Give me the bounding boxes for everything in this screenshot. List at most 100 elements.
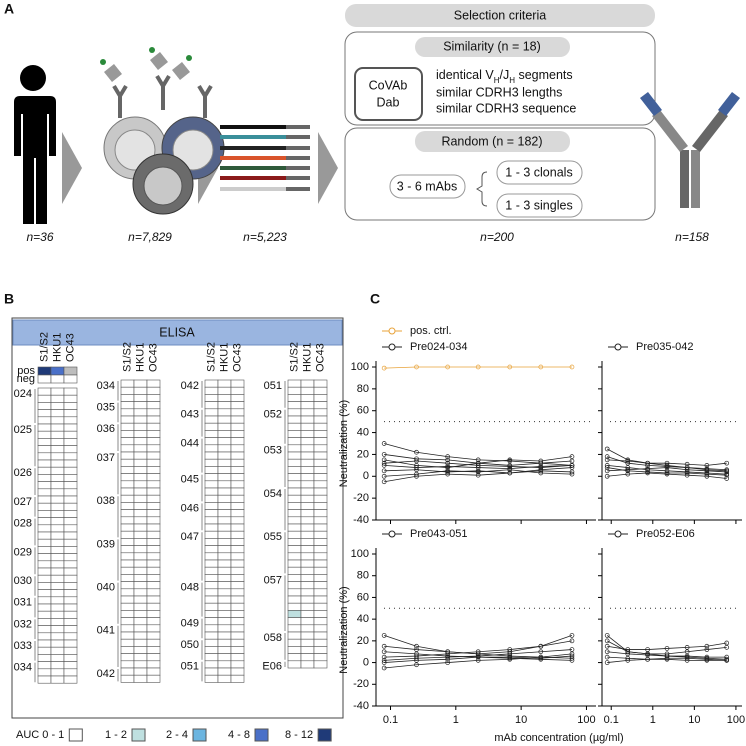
clonals-pill — [496, 160, 583, 185]
elisa-cell — [204, 530, 219, 539]
elisa-cell — [230, 379, 245, 388]
elisa-cell — [63, 488, 78, 497]
elisa-cell — [313, 394, 328, 402]
legend-label: pos. ctrl. — [410, 325, 452, 337]
elisa-cell — [217, 674, 232, 683]
elisa-cell — [313, 602, 328, 611]
point — [414, 465, 419, 470]
elisa-cell — [50, 654, 65, 662]
elisa-cell — [204, 631, 219, 640]
point — [684, 649, 690, 655]
antibody-arm — [652, 110, 688, 152]
elisa-cell — [217, 458, 232, 467]
elisa-cell — [63, 675, 78, 684]
elisa-cell — [204, 660, 219, 669]
clonals: 1 - 3 clonals — [505, 165, 572, 179]
elisa-cell — [287, 530, 302, 539]
elisa-cell — [63, 625, 78, 634]
control-cell — [37, 374, 52, 384]
elisa-cell — [204, 408, 219, 417]
elisa-cell — [63, 589, 78, 598]
elisa-cell — [230, 631, 245, 640]
point — [645, 466, 650, 471]
elisa-cell — [230, 401, 245, 410]
elisa-cell — [37, 488, 52, 497]
elisa-cell — [313, 458, 328, 467]
point — [569, 463, 575, 468]
elisa-cell — [120, 617, 135, 626]
point — [664, 464, 670, 469]
elisa-cell — [63, 531, 78, 540]
legend-marker — [388, 343, 396, 351]
point — [569, 458, 575, 464]
elisa-cell — [300, 415, 315, 424]
neutralization-line — [607, 657, 727, 663]
x-tick-label: 1 — [453, 714, 459, 726]
elisa-cell — [217, 430, 232, 438]
elisa-cell — [313, 538, 328, 546]
point — [381, 479, 387, 485]
elisa-cell — [204, 494, 219, 503]
donor-label: 038 — [97, 495, 115, 507]
x-axis-label: mAb concentration (µg/ml) — [494, 732, 623, 744]
elisa-cell — [146, 451, 161, 460]
antibody-tip — [640, 92, 662, 116]
elisa-cell — [230, 638, 245, 647]
elisa-cell — [204, 566, 219, 575]
elisa-cell — [230, 545, 245, 554]
elisa-cell — [146, 408, 161, 417]
elisa-cell — [120, 624, 135, 633]
point — [704, 647, 710, 652]
elisa-cell — [300, 602, 315, 611]
elisa-cell — [63, 495, 78, 504]
elisa-cell — [133, 394, 148, 402]
elisa-cell — [300, 430, 315, 438]
elisa-cell — [120, 538, 135, 546]
elisa-cell — [50, 610, 65, 619]
elisa-cell — [217, 401, 232, 410]
elisa-cell — [217, 646, 232, 654]
elisa-cell — [50, 510, 65, 518]
elisa-cell — [133, 530, 148, 539]
stars — [100, 47, 192, 65]
point — [381, 643, 387, 649]
elisa-cell — [50, 474, 65, 482]
point — [604, 465, 610, 470]
elisa-cell — [133, 588, 148, 597]
elisa-cell — [313, 437, 328, 446]
point — [475, 364, 481, 370]
elisa-cell — [63, 574, 78, 583]
neutralization-line — [384, 470, 572, 483]
point — [604, 463, 610, 468]
legend-marker — [614, 343, 622, 351]
elisa-cell — [63, 618, 78, 626]
elisa-cell — [63, 502, 78, 511]
point — [625, 658, 631, 663]
elisa-cell — [313, 646, 328, 654]
elisa-cell — [230, 451, 245, 460]
elisa-cell — [287, 401, 302, 410]
elisa-cell — [50, 416, 65, 425]
point — [604, 473, 610, 479]
donor-label: E06 — [262, 661, 282, 673]
point — [445, 649, 451, 655]
elisa-cell — [120, 674, 135, 683]
point — [645, 463, 650, 468]
elisa-cell — [217, 502, 232, 510]
elisa-cell — [146, 422, 161, 431]
neutralization-line — [384, 651, 572, 659]
elisa-cell — [287, 430, 302, 438]
elisa-cell — [37, 538, 52, 547]
elisa-cell — [313, 473, 328, 482]
elisa-cell — [146, 509, 161, 518]
elisa-cell — [300, 646, 315, 654]
elisa-cell — [300, 559, 315, 568]
elisa-cell — [50, 531, 65, 540]
elisa-cell — [204, 444, 219, 453]
elisa-cell — [120, 559, 135, 568]
elisa-cell — [50, 402, 65, 410]
elisa-cell — [133, 574, 148, 582]
elisa-cell — [217, 516, 232, 525]
panel-label: A — [4, 1, 14, 17]
elisa-cell — [50, 625, 65, 634]
